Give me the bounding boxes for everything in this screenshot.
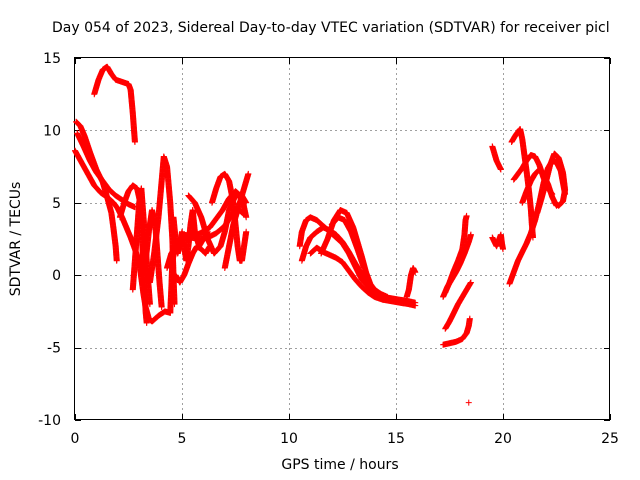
x-tick-labels: 0 5 10 15 20 25	[71, 431, 619, 447]
y-axis-label: SDTVAR / TECUs	[8, 182, 24, 297]
axis-ticks	[75, 58, 611, 421]
x-tick-label: 0	[71, 431, 80, 447]
chart-title: Day 054 of 2023, Sidereal Day-to-day VTE…	[52, 20, 610, 36]
x-tick-label: 10	[280, 431, 298, 447]
y-tick-label: -5	[47, 341, 61, 357]
y-tick-label: 15	[43, 51, 61, 67]
x-tick-label: 20	[494, 431, 512, 447]
x-tick-label: 15	[387, 431, 405, 447]
plot-frame	[74, 57, 610, 420]
data-points	[72, 63, 569, 406]
y-tick-label: -10	[38, 413, 61, 429]
y-tick-label: 0	[52, 268, 61, 284]
y-tick-labels: -10 -5 0 5 10 15	[38, 51, 61, 429]
y-tick-label: 10	[43, 123, 61, 139]
data-point	[113, 257, 120, 264]
y-tick-label: 5	[52, 196, 61, 212]
data-point	[158, 304, 165, 311]
x-tick-label: 25	[601, 431, 619, 447]
x-axis-label: GPS time / hours	[281, 457, 398, 473]
data-point	[131, 138, 138, 145]
x-tick-label: 5	[178, 431, 187, 447]
data-point	[143, 319, 150, 326]
data-point	[465, 399, 472, 406]
